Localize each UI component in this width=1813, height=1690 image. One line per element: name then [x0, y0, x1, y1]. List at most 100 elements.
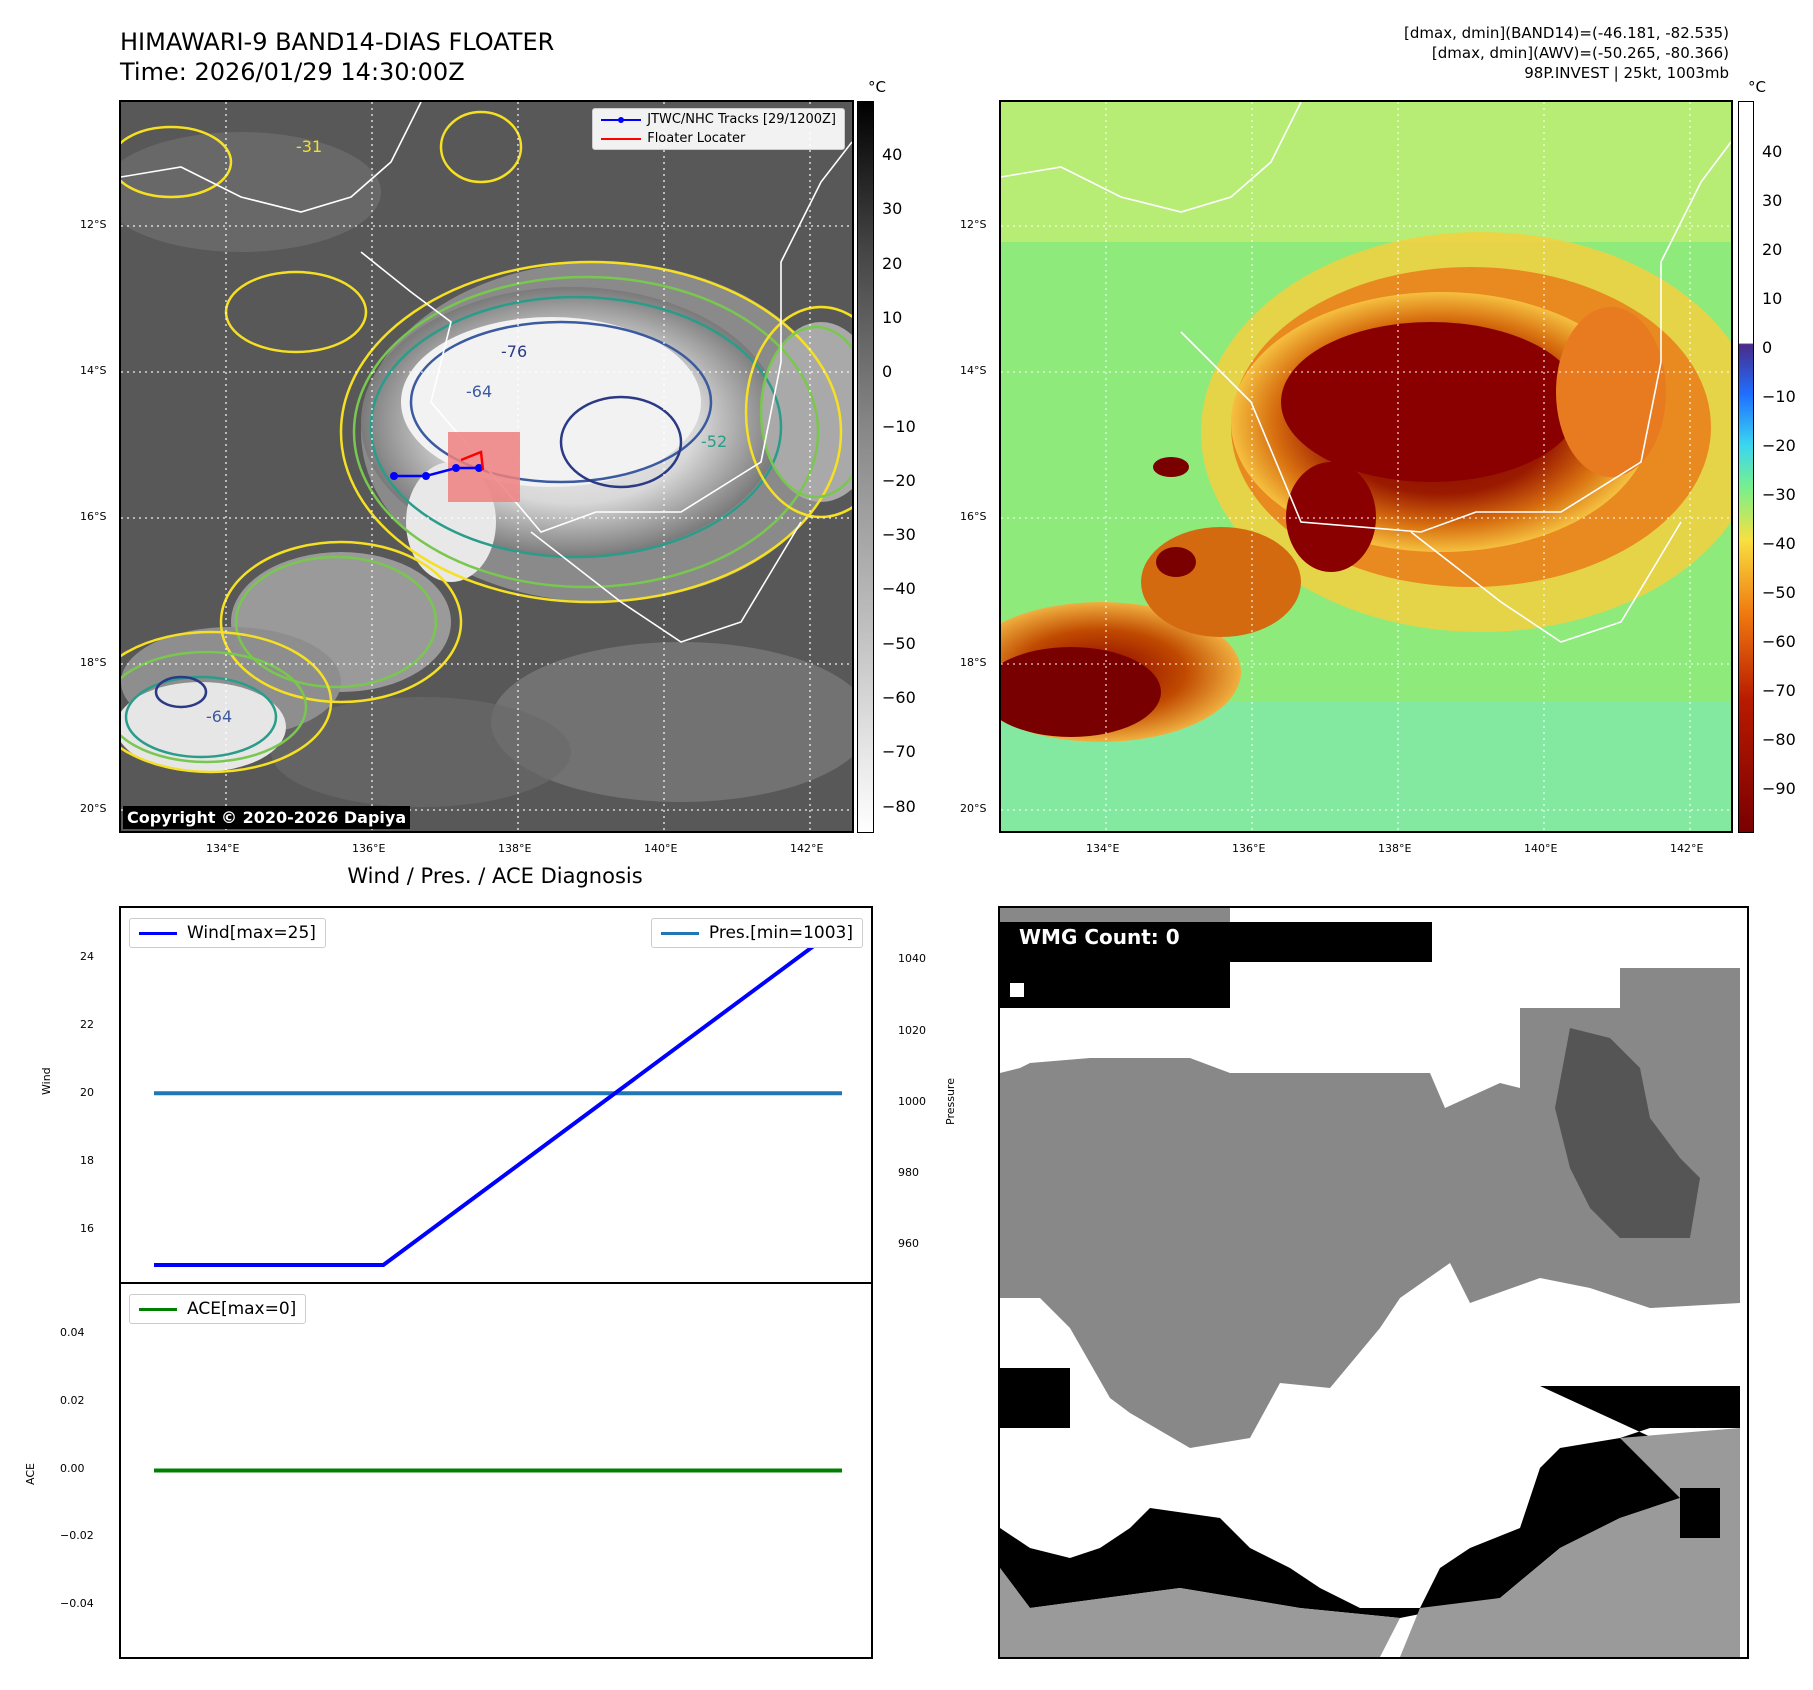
wind-tick: 18	[80, 1154, 94, 1167]
pressure-tick: 980	[898, 1166, 919, 1180]
copyright-label: Copyright © 2020-2026 Dapiya	[123, 806, 411, 829]
ace-tick: 0.00	[60, 1461, 85, 1475]
lat-tick: 14°S	[960, 364, 987, 377]
colorbar-gray-tick: −60	[882, 688, 916, 707]
colorbar-awv-tick: −20	[1762, 436, 1796, 455]
colorbar-awv-tick: −70	[1762, 681, 1796, 700]
colorbar-gray-tick: −20	[882, 470, 916, 490]
colorbar-unit: °C	[1748, 78, 1766, 96]
legend-entry-tracks: JTWC/NHC Tracks [29/1200Z]	[601, 112, 836, 127]
ace-chart: ACE[max=0]	[119, 1282, 873, 1659]
storm-info: 98P.INVEST | 25kt, 1003mb	[1524, 64, 1729, 82]
wind-tick: 16	[80, 1222, 94, 1235]
lon-tick: 140°E	[644, 842, 678, 855]
legend-entry-locator: Floater Locater	[601, 131, 836, 146]
colorbar-gray-tick: −80	[882, 796, 916, 816]
wmg-panel: WMG Count: 0	[998, 906, 1749, 1659]
colorbar-unit: °C	[868, 78, 886, 96]
legend-tracks-label: JTWC/NHC Tracks [29/1200Z]	[647, 112, 836, 127]
legend-wind-label: Wind[max=25]	[187, 923, 316, 943]
colorbar-gray-tick: 40	[882, 145, 903, 164]
ir-map-panel: -31 -76 -64 -52 -64 JTWC/NHC Tracks [29/…	[119, 100, 854, 833]
legend-pressure-label: Pres.[min=1003]	[708, 923, 853, 943]
band14-range: [dmax, dmin](BAND14)=(-46.181, -82.535)	[1404, 24, 1729, 42]
contour-label: -64	[206, 707, 232, 726]
diagnosis-title: Wind / Pres. / ACE Diagnosis	[347, 864, 643, 888]
awv-range: [dmax, dmin](AWV)=(-50.265, -80.366)	[1431, 44, 1729, 62]
track-point	[422, 472, 430, 480]
wind-line	[154, 923, 844, 1267]
ace-tick: −0.02	[60, 1529, 94, 1543]
colorbar-gray	[857, 101, 874, 833]
chart-title: HIMAWARI-9 BAND14-DIAS FLOATER	[120, 28, 555, 56]
colorbar-gray-tick: −40	[882, 579, 916, 599]
lon-tick: 138°E	[1378, 842, 1412, 855]
colorbar-gray-tick: 0	[882, 362, 893, 382]
colorbar-awv-tick: 10	[1762, 289, 1783, 308]
lon-tick: 136°E	[1232, 842, 1266, 855]
ace-axis-label: ACE	[24, 1463, 37, 1485]
track-point	[390, 472, 398, 480]
colorbar-awv-tick: −60	[1762, 632, 1796, 651]
legend-pressure-swatch	[660, 931, 699, 935]
chart-time: Time: 2026/01/29 14:30:00Z	[120, 58, 465, 86]
pressure-axis-label: Pressure	[944, 1078, 957, 1125]
legend-pressure: Pres.[min=1003]	[650, 918, 863, 948]
legend-wind: Wind[max=25]	[129, 918, 326, 948]
colorbar-awv-tick: 20	[1762, 240, 1783, 259]
colorbar-awv-tick: −90	[1762, 779, 1796, 798]
lat-tick: 20°S	[80, 802, 107, 815]
colorbar-awv-tick: −40	[1762, 534, 1796, 553]
lat-tick: 18°S	[80, 656, 107, 669]
lon-tick: 136°E	[352, 842, 386, 855]
track-point	[475, 464, 483, 472]
colorbar-gray-tick: 30	[882, 199, 903, 219]
colorbar-gray-tick: 20	[882, 253, 903, 273]
colorbar-gray-tick: −50	[882, 633, 916, 653]
track-point	[452, 464, 460, 472]
pressure-tick: 960	[898, 1237, 919, 1251]
lat-tick: 14°S	[80, 364, 107, 377]
locator-path	[460, 450, 485, 471]
contour-label: -52	[701, 432, 727, 451]
colorbar-awv-tick: −10	[1762, 387, 1796, 406]
legend-ace-swatch	[139, 1307, 177, 1311]
colorbar-awv-tick: 30	[1762, 191, 1783, 210]
wind-axis-label: Wind	[40, 1067, 53, 1095]
lon-tick: 134°E	[1086, 842, 1120, 855]
colorbar-gray-tick: −10	[882, 416, 916, 436]
colorbar-gray-tick: −30	[882, 525, 916, 545]
lon-tick: 140°E	[1524, 842, 1558, 855]
ace-plot	[154, 1468, 842, 1473]
colorbar-gray-tick: −70	[882, 742, 916, 762]
contour-label: -64	[466, 382, 492, 401]
colorbar-awv-tick: −50	[1762, 583, 1796, 602]
map-legend: JTWC/NHC Tracks [29/1200Z] Floater Locat…	[592, 108, 845, 150]
lon-tick: 134°E	[206, 842, 240, 855]
wind-pressure-chart: Wind[max=25] Pres.[min=1003]	[119, 906, 873, 1284]
colorbar-gray-tick: 10	[882, 307, 903, 327]
contour-label: -31	[296, 137, 322, 156]
wind-pressure-plot	[154, 923, 844, 1267]
ir-map: -31 -76 -64 -52 -64	[121, 102, 852, 831]
wmg-map	[1000, 908, 1747, 1657]
colorbar-awv-tick: −80	[1762, 730, 1796, 749]
lat-tick: 16°S	[80, 510, 107, 523]
lat-tick: 18°S	[960, 656, 987, 669]
ace-tick: 0.04	[60, 1325, 85, 1339]
lat-tick: 12°S	[80, 218, 107, 231]
colorbar-awv-tick: 40	[1762, 142, 1783, 161]
wmg-count-label: WMG Count: 0	[1012, 922, 1187, 952]
lon-tick: 138°E	[498, 842, 532, 855]
wind-tick: 22	[80, 1018, 94, 1031]
lon-tick: 142°E	[790, 842, 824, 855]
wind-tick: 24	[80, 950, 94, 963]
legend-wind-swatch	[139, 931, 177, 935]
awv-map	[1001, 102, 1731, 831]
ace-tick: −0.04	[60, 1597, 94, 1611]
colorbar-awv	[1738, 101, 1754, 833]
legend-locator-label: Floater Locater	[647, 131, 746, 146]
pressure-tick: 1000	[898, 1094, 926, 1108]
lat-tick: 16°S	[960, 510, 987, 523]
wind-tick: 20	[80, 1086, 94, 1099]
